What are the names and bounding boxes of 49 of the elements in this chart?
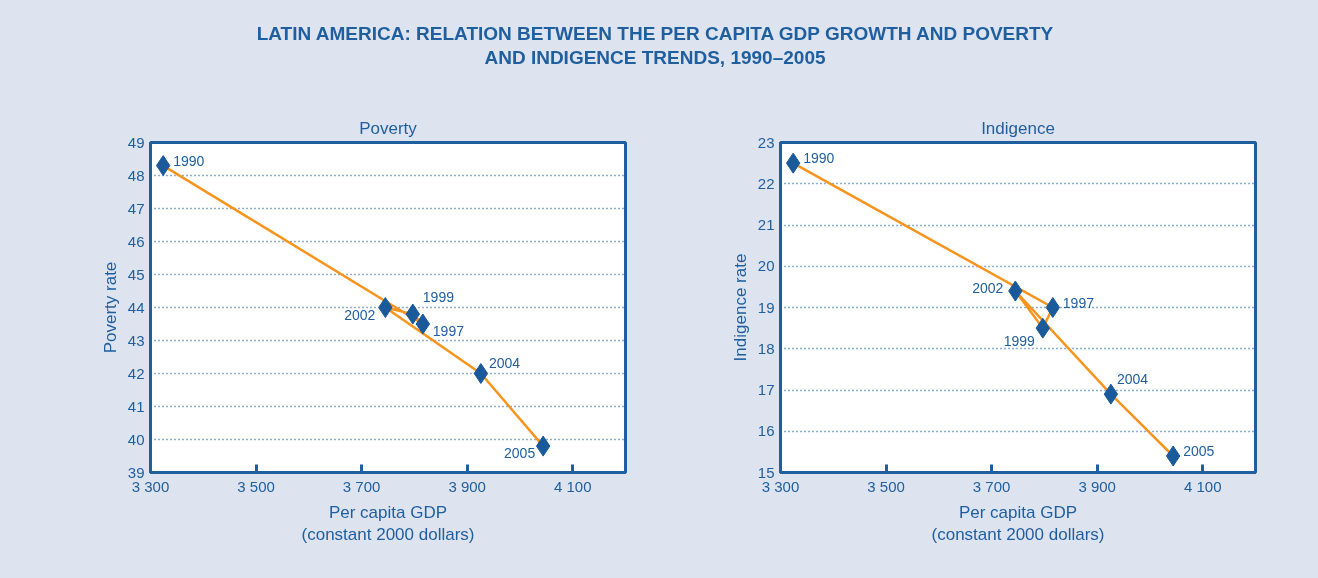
x-tick-label: 4 100 bbox=[553, 477, 592, 495]
annotation: 1997 bbox=[1062, 294, 1095, 311]
x-tick-label: 3 500 bbox=[237, 477, 275, 495]
x-tick-label: 3 700 bbox=[972, 477, 1011, 495]
point bbox=[1103, 383, 1119, 405]
point bbox=[1045, 297, 1060, 318]
y-tick-label: 17 bbox=[757, 381, 775, 398]
annotation: 2005 bbox=[1183, 443, 1215, 459]
chart-title: Poverty bbox=[359, 118, 418, 138]
y-tick-label: 23 bbox=[757, 133, 775, 151]
y-tick-label: 49 bbox=[127, 133, 145, 151]
y-tick-label: 44 bbox=[127, 298, 145, 316]
y-tick-label: 45 bbox=[127, 265, 145, 283]
y-tick-label: 19 bbox=[757, 298, 775, 316]
x-tick-label: 3 500 bbox=[867, 477, 905, 495]
chart-title: Indigence bbox=[981, 118, 1055, 138]
annotation: 2005 bbox=[504, 445, 536, 462]
y-tick-label: 48 bbox=[127, 166, 145, 184]
x-tick-label: 3 900 bbox=[1078, 477, 1116, 495]
y-tick-label: 22 bbox=[757, 174, 775, 192]
annotation: 2002 bbox=[972, 280, 1004, 296]
x-axis-title: Per capita GDP (constant 2000 dollars) bbox=[931, 502, 1105, 545]
annotation: 1990 bbox=[803, 150, 835, 167]
annotation: 1997 bbox=[432, 323, 465, 339]
y-axis-title: Poverty rate bbox=[100, 261, 120, 354]
annotation: 2004 bbox=[488, 354, 521, 371]
annotation: 1999 bbox=[422, 289, 455, 306]
y-tick-label: 41 bbox=[127, 397, 145, 415]
annotation: 1990 bbox=[173, 152, 205, 169]
point bbox=[473, 363, 489, 384]
y-tick-label: 47 bbox=[127, 199, 145, 217]
x-tick-label: 4 100 bbox=[1183, 477, 1222, 495]
text: LATIN AMERICA: RELATION BETWEEN THE PER CAPITA GDP GROWTH AND POVERTY AND INDIGENCE TRENDS, 1990–2005 bbox=[256, 22, 1054, 70]
y-tick-label: 40 bbox=[127, 430, 145, 448]
y-tick-label: 42 bbox=[127, 364, 145, 382]
x-axis-title: Per capita GDP (constant 2000 dollars) bbox=[301, 502, 475, 545]
y-tick-label: 16 bbox=[757, 422, 775, 440]
annotation: 1999 bbox=[1003, 333, 1036, 350]
x-tick-label: 3 700 bbox=[342, 477, 381, 495]
annotation: 2002 bbox=[344, 306, 376, 323]
annotation: 2004 bbox=[1116, 371, 1149, 388]
x-tick-label: 3 900 bbox=[448, 477, 486, 495]
point bbox=[378, 297, 393, 318]
y-tick-label: 20 bbox=[757, 257, 775, 275]
y-axis-title: Indigence rate bbox=[730, 253, 750, 362]
y-tick-label: 46 bbox=[127, 232, 145, 250]
y-tick-label: 43 bbox=[127, 331, 145, 349]
y-tick-label: 21 bbox=[757, 216, 775, 233]
y-tick-label: 18 bbox=[757, 339, 775, 357]
